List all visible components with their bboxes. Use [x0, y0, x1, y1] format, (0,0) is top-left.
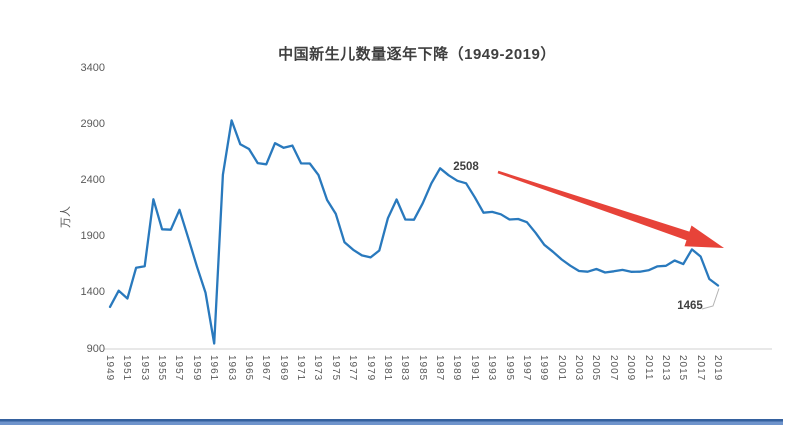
x-tick-label: 1993	[486, 355, 498, 382]
x-tick-label: 1969	[277, 355, 289, 382]
x-tick-label: 1981	[381, 355, 393, 382]
x-tick-label: 1987	[434, 355, 446, 382]
x-tick-label: 2009	[625, 355, 637, 382]
annotation-leader-line	[701, 288, 720, 310]
x-tick-label: 1963	[225, 355, 237, 382]
x-tick-label: 2007	[607, 355, 619, 382]
births-line-series	[108, 119, 720, 345]
x-tick-label: 1949	[104, 355, 115, 382]
x-tick-label: 1967	[260, 355, 272, 382]
x-tick-label: 2017	[694, 355, 706, 382]
peak-value-annotation: 2508	[453, 161, 479, 173]
x-tick-label: 1995	[503, 355, 515, 382]
x-tick-label: 1957	[173, 355, 185, 382]
x-tick-label: 1985	[416, 355, 428, 382]
y-tick-label: 900	[86, 342, 105, 355]
x-tick-label: 2005	[590, 355, 602, 382]
x-tick-label: 1991	[468, 355, 480, 382]
x-tick-label: 2013	[659, 355, 671, 382]
latest-value-annotation: 1465	[677, 300, 703, 312]
x-tick-label: 2001	[555, 355, 567, 382]
x-tick-label: 1997	[520, 355, 532, 382]
x-tick-label: 1999	[538, 355, 550, 382]
x-tick-label: 1975	[329, 355, 341, 382]
x-tick-label: 1951	[121, 355, 133, 382]
x-tick-label: 1989	[451, 355, 463, 382]
x-tick-label: 1955	[156, 355, 168, 382]
x-tick-label: 2011	[642, 355, 654, 381]
y-tick-label: 2400	[80, 173, 105, 186]
x-tick-label: 1979	[364, 355, 376, 382]
x-tick-label: 1953	[138, 355, 150, 382]
red-decline-arrow	[497, 170, 724, 248]
x-tick-label: 1965	[242, 355, 254, 382]
x-tick-label: 1973	[312, 355, 324, 382]
x-tick-label: 2003	[573, 355, 585, 382]
x-tick-label: 1977	[347, 355, 359, 382]
y-tick-label: 1400	[80, 286, 105, 299]
x-tick-label: 2019	[712, 355, 723, 382]
y-tick-label: 3400	[80, 61, 105, 74]
x-tick-label: 1971	[295, 355, 307, 382]
x-tick-label: 1959	[190, 355, 202, 382]
x-tick-label: 2015	[677, 355, 689, 382]
x-tick-label: 1961	[208, 355, 220, 382]
x-tick-label: 1983	[399, 355, 411, 382]
y-tick-label: 2900	[80, 117, 105, 130]
chart-title: 中国新生儿数量逐年下降（1949-2019）	[278, 46, 556, 63]
y-tick-label: 1900	[80, 230, 105, 243]
window-divider-bar	[0, 419, 783, 425]
